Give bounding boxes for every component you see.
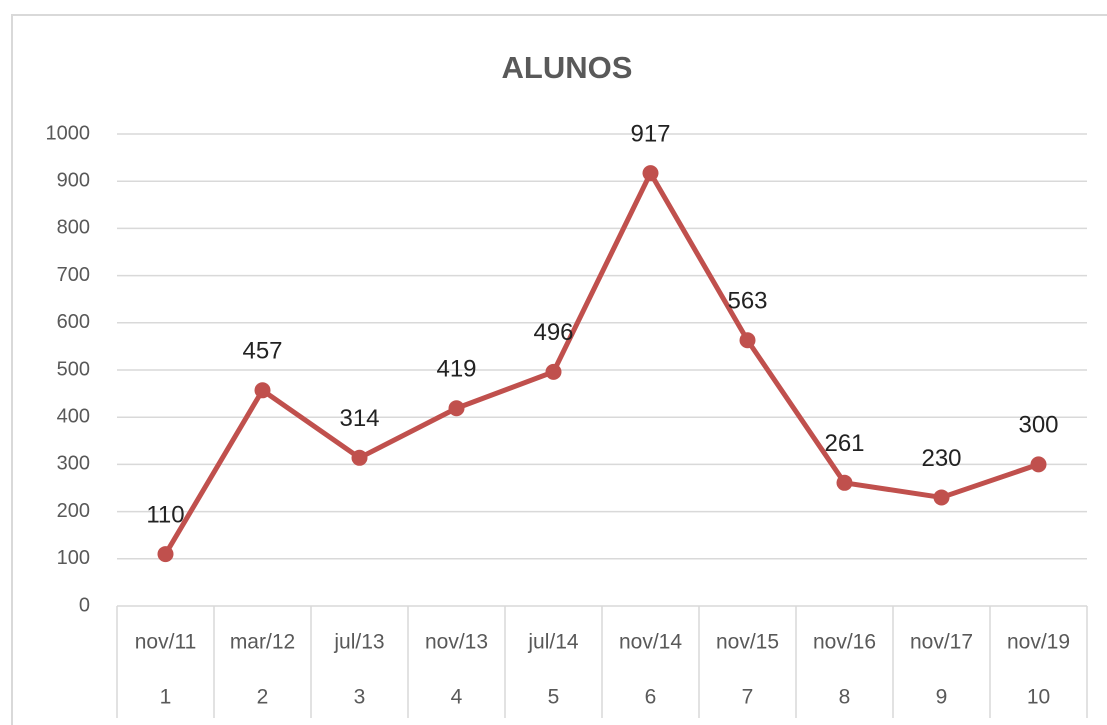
point — [739, 332, 756, 349]
x-tick-label: mar/12 — [230, 631, 295, 654]
y-tick-label: 300 — [57, 453, 90, 475]
x-tick-label: nov/17 — [910, 631, 973, 654]
data-label: 496 — [533, 319, 573, 346]
x-tick-label: nov/15 — [716, 631, 779, 654]
data-label: 230 — [921, 445, 961, 472]
point — [1030, 456, 1047, 473]
x-tick-index: 8 — [839, 686, 851, 709]
x-tick-index: 3 — [354, 686, 366, 709]
x-tick-index: 4 — [451, 686, 463, 709]
x-tick-label: nov/14 — [619, 631, 682, 654]
x-tick-index: 2 — [257, 686, 269, 709]
line — [163, 170, 1040, 556]
data-label: 419 — [436, 356, 476, 383]
point — [254, 382, 271, 399]
y-tick-label: 200 — [57, 500, 90, 522]
x-tick-index: 7 — [742, 686, 754, 709]
x-tick-index: 9 — [936, 686, 948, 709]
point — [642, 165, 659, 182]
x-tick-label: nov/16 — [813, 631, 876, 654]
y-tick-label: 500 — [57, 358, 90, 380]
y-tick-label: 400 — [57, 405, 90, 427]
point — [448, 400, 465, 417]
data-label: 110 — [146, 501, 184, 528]
x-tick-index: 1 — [160, 686, 172, 709]
data-label: 261 — [824, 430, 864, 457]
y-tick-label: 600 — [57, 311, 90, 333]
data-label: 457 — [242, 338, 282, 365]
y-tick-label: 0 — [79, 594, 90, 616]
data-label: 314 — [339, 405, 379, 432]
point — [836, 474, 853, 491]
point — [351, 449, 368, 466]
y-tick-label: 100 — [57, 547, 90, 569]
data-label: 917 — [630, 121, 670, 148]
point — [933, 489, 950, 506]
chart-title: ALUNOS — [502, 50, 633, 85]
x-tick-label: nov/13 — [425, 631, 488, 654]
x-tick-index: 6 — [645, 686, 657, 709]
y-tick-label: 700 — [57, 264, 90, 286]
y-tick-label: 1000 — [46, 122, 91, 144]
y-tick-label: 800 — [57, 217, 90, 239]
x-tick-label: nov/19 — [1007, 631, 1070, 654]
x-tick-label: jul/14 — [527, 631, 579, 654]
data-label: 563 — [727, 288, 767, 315]
x-tick-label: nov/11 — [135, 631, 197, 654]
x-tick-label: jul/13 — [333, 631, 384, 654]
point — [157, 546, 174, 563]
point — [545, 363, 562, 380]
x-tick-index: 10 — [1027, 686, 1050, 709]
y-tick-label: 900 — [57, 169, 90, 191]
data-label: 300 — [1018, 412, 1058, 439]
x-tick-index: 5 — [548, 686, 560, 709]
